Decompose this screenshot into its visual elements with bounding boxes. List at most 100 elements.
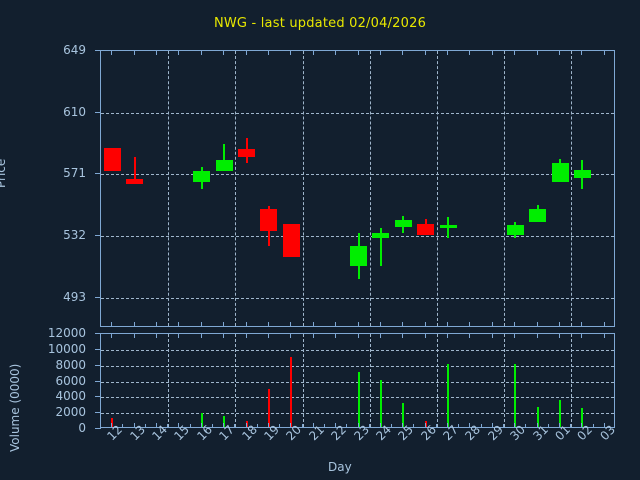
x-minor-tick-mark — [503, 424, 505, 428]
x-tick-mark — [312, 423, 314, 428]
x-tick-mark — [379, 333, 381, 338]
x-tick-mark — [447, 423, 449, 428]
volume-tick-mark — [95, 428, 101, 429]
x-tick-mark — [335, 423, 337, 428]
candle-body — [238, 149, 256, 158]
x-tick-mark — [357, 333, 359, 338]
volume-bar — [200, 412, 203, 427]
x-tick-mark — [155, 333, 157, 338]
candle-wick — [379, 228, 382, 267]
x-tick-mark — [267, 333, 269, 338]
volume-tick-label: 12000 — [47, 326, 86, 340]
price-gridline — [101, 297, 614, 299]
x-tick-mark — [491, 50, 493, 55]
x-tick-mark — [491, 333, 493, 338]
candle-body — [350, 245, 367, 267]
x-tick-mark — [133, 50, 135, 55]
volume-bar — [111, 418, 114, 427]
x-tick-mark — [312, 322, 314, 327]
price-gridline — [101, 112, 614, 114]
x-minor-tick-mark — [435, 424, 437, 428]
x-tick-mark — [469, 423, 471, 428]
volume-vertical-gridline — [369, 334, 371, 427]
x-tick-mark — [536, 322, 538, 327]
x-minor-tick-mark — [122, 424, 124, 428]
x-tick-mark — [514, 333, 516, 338]
price-tick-label: 649 — [63, 43, 86, 57]
x-tick-mark — [581, 423, 583, 428]
candle-body — [551, 163, 569, 183]
x-tick-mark — [111, 322, 113, 327]
x-tick-mark — [200, 322, 202, 327]
x-minor-tick-mark — [211, 424, 213, 428]
price-tick-label: 493 — [63, 289, 86, 304]
x-tick-mark — [447, 322, 449, 327]
x-tick-mark — [379, 50, 381, 55]
x-minor-tick-mark — [480, 424, 482, 428]
price-vertical-gridline — [369, 51, 371, 326]
price-tick-label: 571 — [63, 166, 86, 181]
candle-wick — [133, 157, 136, 184]
volume-tick-label: 8000 — [55, 357, 86, 372]
x-tick-mark — [223, 423, 225, 428]
volume-tick-mark — [95, 333, 101, 334]
volume-bar — [267, 389, 270, 427]
volume-bar — [581, 408, 584, 427]
volume-bar — [357, 371, 360, 427]
volume-plot-area — [100, 333, 615, 428]
volume-bar — [424, 420, 427, 427]
price-gridline — [101, 174, 614, 176]
x-tick-mark — [559, 50, 561, 55]
x-tick-mark — [424, 50, 426, 55]
x-tick-mark — [111, 333, 113, 338]
volume-tick-label: 10000 — [47, 341, 86, 356]
x-tick-mark — [514, 423, 516, 428]
volume-vertical-gridline — [235, 334, 237, 427]
x-tick-mark — [335, 333, 337, 338]
x-tick-mark — [290, 50, 292, 55]
volume-tick-label: 2000 — [55, 405, 86, 420]
volume-vertical-gridline — [504, 334, 506, 427]
volume-bar — [514, 363, 517, 427]
x-tick-mark — [155, 322, 157, 327]
volume-bar — [379, 379, 382, 427]
volume-bar — [559, 400, 562, 427]
volume-vertical-gridline — [436, 334, 438, 427]
x-tick-mark — [559, 333, 561, 338]
volume-tick-mark — [95, 380, 101, 382]
price-tick-label: 532 — [63, 228, 86, 243]
price-tick-mark — [95, 296, 101, 298]
day-axis-title: Day — [328, 460, 352, 474]
x-tick-mark — [491, 322, 493, 327]
x-tick-mark — [402, 50, 404, 55]
volume-tick-label: 6000 — [55, 373, 86, 388]
price-tick-mark — [95, 111, 101, 113]
volume-tick-mark — [95, 348, 101, 350]
price-tick-mark — [95, 50, 101, 51]
x-tick-mark — [245, 423, 247, 428]
x-tick-mark — [267, 423, 269, 428]
x-tick-mark — [357, 322, 359, 327]
x-tick-mark — [559, 423, 561, 428]
volume-bar — [290, 357, 293, 427]
candle-body — [215, 160, 233, 172]
x-tick-mark — [357, 50, 359, 55]
x-minor-tick-mark — [592, 424, 594, 428]
price-tick-mark — [95, 235, 101, 237]
x-tick-mark — [312, 333, 314, 338]
price-tick-label: 610 — [63, 104, 86, 119]
x-tick-mark — [267, 322, 269, 327]
x-tick-mark — [111, 423, 113, 428]
volume-gridline — [101, 365, 614, 367]
x-tick-mark — [581, 322, 583, 327]
volume-tick-label: 0 — [78, 421, 86, 435]
volume-bar — [447, 363, 450, 427]
x-tick-mark — [200, 50, 202, 55]
volume-gridline — [101, 349, 614, 351]
x-minor-tick-mark — [279, 424, 281, 428]
x-minor-tick-mark — [368, 424, 370, 428]
x-minor-tick-mark — [144, 424, 146, 428]
price-vertical-gridline — [168, 51, 170, 326]
x-tick-mark — [200, 423, 202, 428]
